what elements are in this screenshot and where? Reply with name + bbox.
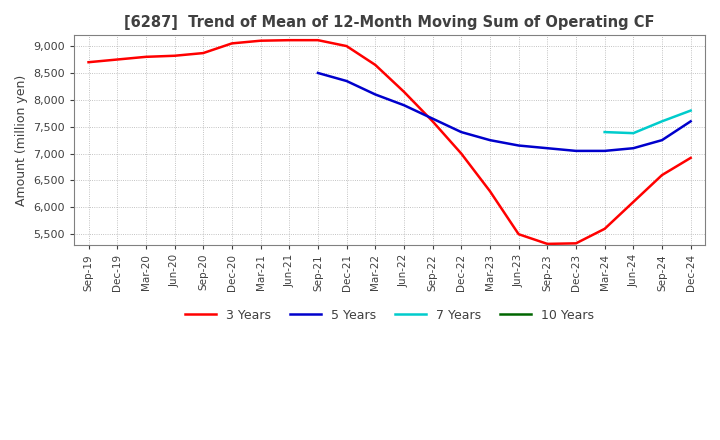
5 Years [314, 70, 323, 76]
5 Years [543, 146, 552, 151]
5 Years [485, 138, 494, 143]
3 Years [285, 37, 294, 43]
3 Years [543, 241, 552, 246]
3 Years [228, 41, 236, 46]
3 Years [657, 172, 666, 178]
3 Years [314, 37, 323, 43]
3 Years [84, 59, 93, 65]
3 Years [342, 44, 351, 49]
3 Years [514, 231, 523, 237]
3 Years [400, 89, 408, 95]
3 Years [572, 241, 580, 246]
5 Years [572, 148, 580, 154]
3 Years [199, 51, 207, 56]
3 Years [256, 38, 265, 44]
3 Years [457, 151, 466, 156]
3 Years [629, 199, 638, 205]
Line: 3 Years: 3 Years [89, 40, 690, 244]
3 Years [686, 155, 695, 161]
Y-axis label: Amount (million yen): Amount (million yen) [15, 74, 28, 206]
5 Years [371, 92, 379, 97]
Legend: 3 Years, 5 Years, 7 Years, 10 Years: 3 Years, 5 Years, 7 Years, 10 Years [180, 304, 599, 327]
5 Years [657, 138, 666, 143]
5 Years [686, 119, 695, 124]
3 Years [485, 189, 494, 194]
5 Years [400, 103, 408, 108]
3 Years [371, 62, 379, 67]
5 Years [457, 129, 466, 135]
Title: [6287]  Trend of Mean of 12-Month Moving Sum of Operating CF: [6287] Trend of Mean of 12-Month Moving … [125, 15, 655, 30]
Line: 7 Years: 7 Years [605, 110, 690, 133]
5 Years [428, 116, 437, 121]
7 Years [600, 129, 609, 135]
5 Years [342, 78, 351, 84]
3 Years [600, 226, 609, 231]
3 Years [170, 53, 179, 59]
5 Years [514, 143, 523, 148]
7 Years [657, 119, 666, 124]
5 Years [629, 146, 638, 151]
Line: 5 Years: 5 Years [318, 73, 690, 151]
7 Years [629, 131, 638, 136]
3 Years [142, 54, 150, 59]
3 Years [113, 57, 122, 62]
5 Years [600, 148, 609, 154]
3 Years [428, 119, 437, 124]
7 Years [686, 108, 695, 113]
